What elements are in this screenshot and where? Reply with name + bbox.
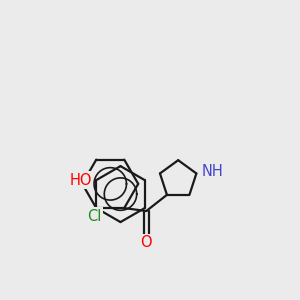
Text: NH: NH (202, 164, 224, 178)
Text: O: O (140, 235, 152, 250)
Text: Cl: Cl (88, 209, 102, 224)
Text: HO: HO (69, 172, 92, 188)
